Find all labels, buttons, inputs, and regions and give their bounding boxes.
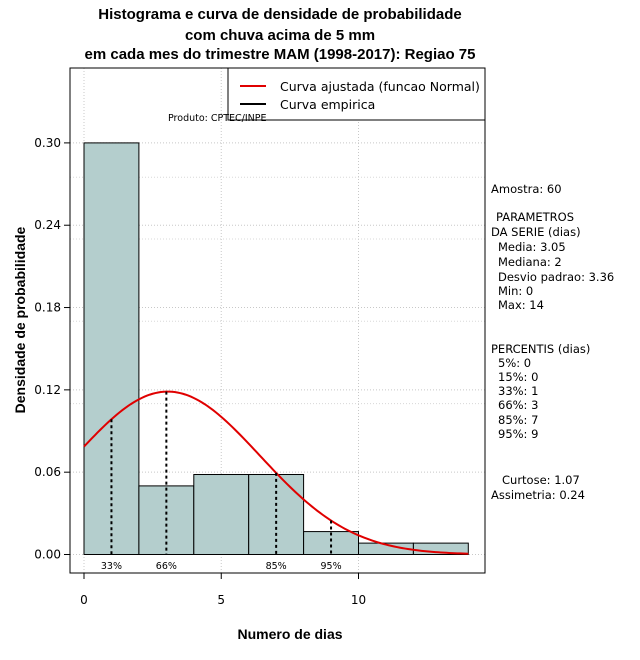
histogram-bar-2 [193,474,250,555]
chart-title-line-1: Histograma e curva de densidade de proba… [98,6,462,23]
percentile-label-0: 33% [101,561,122,572]
y-tick-label-0: 0.00 [34,548,61,562]
percentile-label-1: 66% [156,561,177,572]
x-tick-label-0: 0 [80,593,88,607]
y-tick-label-3: 0.18 [34,301,61,315]
stat-param-title-2: DA SERIE (dias) [491,225,581,239]
y-tick-label-5: 0.30 [34,136,61,150]
x-tick-label-1: 5 [217,593,225,607]
stat-max: Max: 14 [498,298,544,312]
stat-assimetria: Assimetria: 0.24 [491,488,585,502]
y-tick-label-1: 0.06 [34,465,61,479]
stat-desvio: Desvio padrao: 3.36 [498,270,615,284]
stat-mediana: Mediana: 2 [498,255,562,269]
stat-amostra: Amostra: 60 [491,182,562,196]
stat-p66: 66%: 3 [498,398,539,412]
stat-curtose: Curtose: 1.07 [502,473,580,487]
stat-p5: 5%: 0 [498,356,532,370]
stat-p33: 33%: 1 [498,384,539,398]
legend-empirical-label: Curva empirica [280,97,375,112]
credit-text: Produto: CPTEC/INPE [168,113,267,124]
y-axis-label: Densidade de probabilidade [12,226,28,414]
percentile-label-2: 85% [266,561,287,572]
x-axis-label: Numero de dias [237,626,343,642]
y-tick-label-4: 0.24 [34,218,61,232]
y-tick-label-2: 0.12 [34,383,61,397]
legend-box [227,67,486,121]
percentile-label-3: 95% [320,561,341,572]
stat-param-title-1: PARAMETROS [496,210,575,224]
stat-p95: 95%: 9 [498,427,539,441]
legend-fitted-label: Curva ajustada (funcao Normal) [280,79,480,94]
stat-p15: 15%: 0 [498,370,539,384]
stat-min: Min: 0 [498,284,534,298]
chart-title-line-2: com chuva acima de 5 mm [184,27,376,44]
chart-title-line-3: em cada mes do trimestre MAM (1998-2017)… [84,46,476,63]
stat-media: Media: 3.05 [498,240,566,254]
stat-p85: 85%: 7 [498,413,539,427]
x-tick-label-2: 10 [351,593,366,607]
stat-perc-title: PERCENTIS (dias) [491,342,591,356]
